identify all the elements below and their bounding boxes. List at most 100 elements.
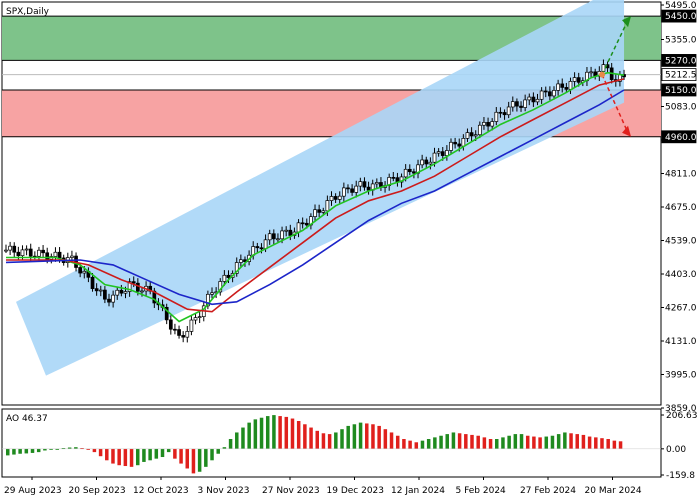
candle-body [4,249,8,252]
candle-body [523,99,528,108]
candle-body [78,267,83,274]
candle-body [531,96,536,103]
level-label-box [661,9,697,23]
candle-body [403,168,408,178]
x-tick-label: 27 Nov 2023 [262,486,320,496]
candle-body [119,289,124,294]
ao-bar [216,448,220,454]
y-tick-label: 5495.0 [665,1,697,11]
candle-body [432,152,437,163]
candle-body [37,249,41,257]
candle-body [453,141,457,145]
candle-body [222,274,227,282]
ao-bar [278,416,282,449]
candle-body [342,187,346,197]
candle-body [321,210,326,213]
ao-bar [24,448,29,454]
candle-body [210,292,214,295]
ao-bar [612,440,617,449]
candle-body [527,96,532,101]
trend-channel-band [16,0,625,376]
level-label-box [661,68,697,81]
candle-body [391,176,396,179]
ao-bar [451,432,456,449]
trend-channel [16,0,625,376]
ao-tick-label: -159.8 [666,471,695,481]
candle-body [572,77,577,82]
candle-body [263,239,268,250]
level-label-current-price: 5212.5 [661,68,697,81]
line-ma_fast [6,71,625,323]
ao-bar [253,419,258,449]
candle-body [8,245,12,251]
ao-bar [290,418,295,449]
ao-bar [296,420,301,449]
x-tick-label: 12 Oct 2023 [133,486,189,496]
ao-label: AO 46.37 [6,414,48,424]
ao-bar [587,436,592,449]
candle-body [123,291,128,294]
ao-bar [228,439,233,449]
candle-body [568,81,573,90]
candle-body [412,171,416,174]
ao-bar [334,432,338,449]
candle-body [445,150,449,156]
ao-bar [173,448,177,459]
candle-body [239,259,243,263]
main-price-panel: SPX,Daily [1,0,662,406]
ao-bar [303,424,307,449]
y-tick-label: 4675.0 [665,203,697,213]
candle-body [197,316,202,318]
ao-bar [55,448,60,450]
candle-body [98,289,103,292]
candle-body [24,248,29,251]
ao-bar [544,436,549,449]
current-price-marker [599,71,606,78]
y-tick-label: 3995.0 [665,370,697,380]
ao-bar [563,432,567,449]
candle-body [564,87,569,90]
ao-bar [420,440,425,449]
ao-bar [488,439,493,449]
candle-body [407,168,412,173]
candle-body [280,230,284,240]
candle-body [506,106,511,116]
candle-body [164,306,169,321]
candle-body [313,209,317,218]
ao-bar [74,447,78,449]
arrow-up-head [622,16,632,28]
candle-body [424,159,429,165]
ao-bar [123,448,128,467]
candle-body [362,181,367,188]
ao-bar [569,433,573,449]
ao-bar [247,422,251,449]
ao-bar [525,435,530,449]
candle-body [465,132,470,139]
candle-body [193,317,198,321]
ao-bar [179,448,183,464]
ao-bar [117,448,121,466]
candle-body [374,182,379,185]
candle-body [519,105,523,108]
candle-body [177,329,181,336]
candle-body [543,90,548,93]
candle-body [226,274,231,278]
ao-bar [30,448,35,453]
ao-bar [210,448,214,461]
candle-body [173,328,177,331]
x-tick-label: 20 Sep 2023 [69,486,126,496]
ao-bar [309,427,313,449]
candle-body [296,222,301,233]
ao-bar [445,434,449,449]
ao-bar [389,432,394,449]
ao-bar [284,416,289,449]
candle-body [440,151,445,156]
ao-tick-label: 0.00 [666,445,686,455]
candle-body [107,298,111,303]
candle-body [428,161,433,165]
ao-bar [12,448,16,455]
ao-bar [265,416,270,449]
candle-body [535,98,540,103]
ao-bar [352,424,357,449]
ao-bar [575,434,579,449]
